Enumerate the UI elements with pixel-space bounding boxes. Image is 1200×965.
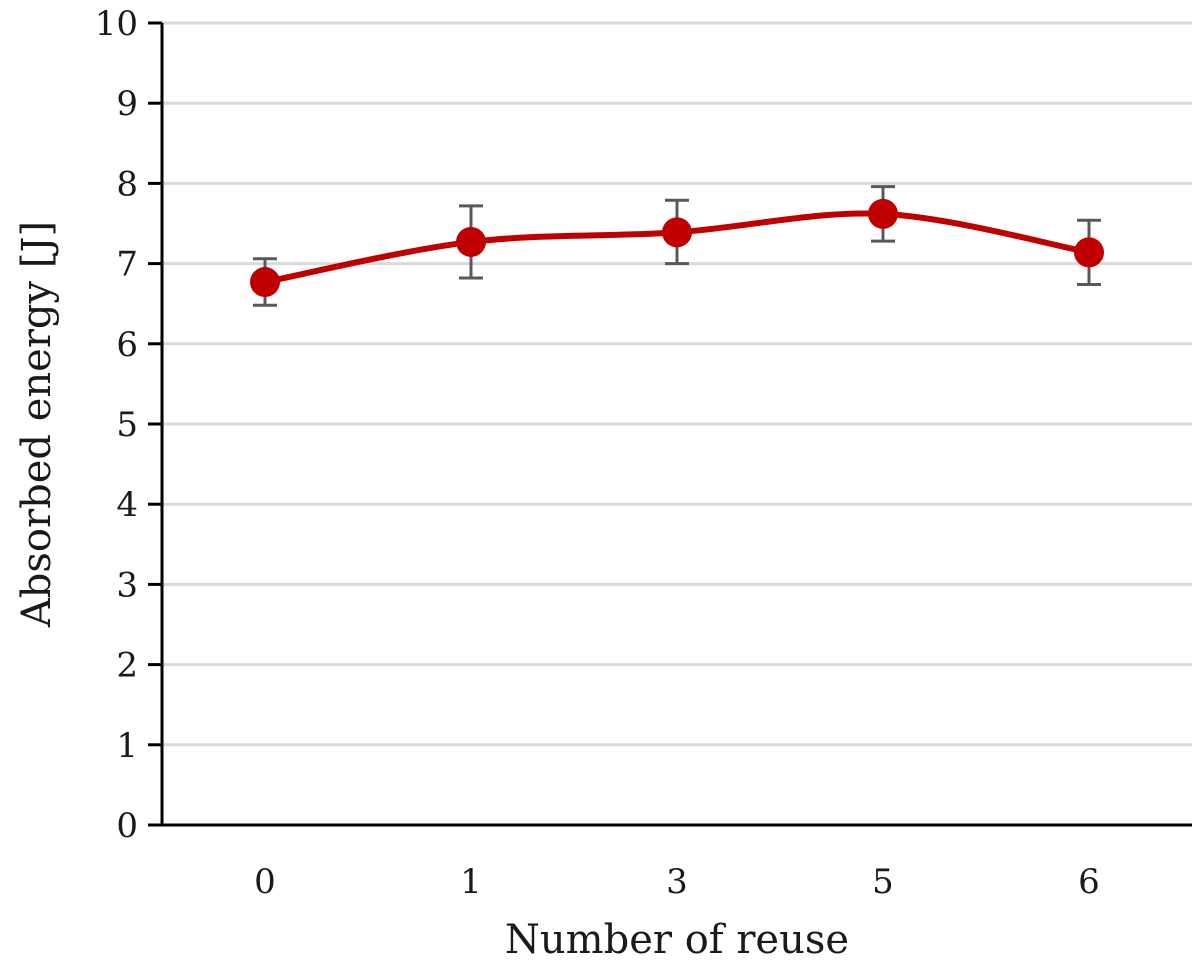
y-tick-label: 9 <box>116 84 138 124</box>
data-point-0 <box>250 267 280 298</box>
y-tick-label: 5 <box>116 405 138 445</box>
y-tick-label: 8 <box>116 164 138 204</box>
series <box>250 198 1104 298</box>
y-tick-label: 1 <box>116 726 138 766</box>
x-tick-label: 1 <box>460 862 482 902</box>
y-tick-label: 2 <box>116 646 138 686</box>
x-tick-label: 5 <box>872 862 894 902</box>
y-tick-label: 10 <box>95 4 138 44</box>
data-point-5 <box>868 198 898 229</box>
gridlines <box>162 21 1192 747</box>
x-tick-label: 6 <box>1078 862 1100 902</box>
x-tick-label: 0 <box>254 862 276 902</box>
data-point-6 <box>1074 237 1104 268</box>
y-tick-label: 7 <box>116 245 138 285</box>
x-axis-title: Number of reuse <box>505 917 849 963</box>
y-ticks: 0 1 2 3 4 5 6 7 8 9 10 <box>95 4 162 846</box>
data-point-1 <box>456 226 486 257</box>
x-ticks: 0 1 3 5 6 <box>254 862 1100 902</box>
y-axis-title: Absorbed energy [J] <box>14 221 60 628</box>
y-tick-label: 3 <box>116 565 138 605</box>
data-point-3 <box>662 217 692 248</box>
y-tick-label: 0 <box>116 806 138 846</box>
y-tick-label: 4 <box>116 485 138 525</box>
x-tick-label: 3 <box>666 862 688 902</box>
y-tick-label: 6 <box>116 325 138 365</box>
